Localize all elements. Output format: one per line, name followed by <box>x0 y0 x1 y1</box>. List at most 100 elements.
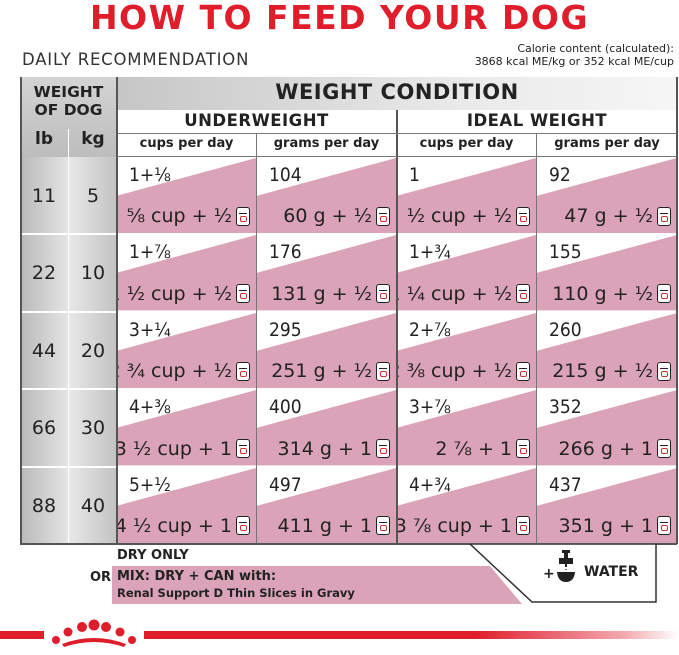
brand-red-bar <box>0 631 679 639</box>
or-label: OR <box>90 570 112 585</box>
cell-background <box>117 235 256 311</box>
mix-amount-text: 2 ⅜ cup + ½ <box>397 360 512 383</box>
mix-amount: 215 g + ½ <box>552 360 671 382</box>
mix-area <box>257 312 396 389</box>
lb-value: 11 <box>31 185 57 207</box>
mix-amount-text: 266 g + 1 <box>558 437 653 460</box>
mix-amount: ½ cup + ½ <box>407 205 530 227</box>
grams-per-day-header-ideal: grams per day <box>554 136 660 151</box>
mix-amount: 3 ½ cup + 1 <box>117 438 250 460</box>
can-icon <box>657 361 671 381</box>
dry-only-amount: 4+¾ <box>409 473 451 496</box>
cell-background <box>537 312 677 389</box>
feeding-cell: 92 47 g + ½ <box>537 158 677 234</box>
row-divider <box>20 465 677 468</box>
feeding-cell: 1+¾ 1 ¼ cup + ½ <box>397 235 536 311</box>
mix-amount-text: 3 ⅞ cup + 1 <box>397 514 512 537</box>
calorie-line-2: 3868 kcal ME/kg or 352 kcal ME/cup <box>474 55 674 68</box>
can-icon <box>376 516 390 536</box>
divider-sub-2 <box>536 134 537 544</box>
can-icon <box>376 284 390 304</box>
dry-only-amount: 497 <box>269 473 302 496</box>
cell-background <box>257 467 396 543</box>
feeding-cell: 176 131 g + ½ <box>257 235 396 311</box>
cell-background <box>397 467 536 543</box>
cell-background <box>257 312 396 389</box>
mix-area <box>397 390 536 466</box>
dry-only-amount: 1+⅞ <box>129 241 171 264</box>
calorie-content: Calorie content (calculated): 3868 kcal … <box>475 42 674 68</box>
feeding-cell: 2+⅞ 2 ⅜ cup + ½ <box>397 312 536 389</box>
mix-area <box>397 235 536 311</box>
can-icon <box>516 206 530 226</box>
cups-per-day-header-ideal: cups per day <box>419 136 514 151</box>
mix-amount: 251 g + ½ <box>271 360 390 382</box>
divider-bottom <box>20 543 677 545</box>
dry-only-amount: 4+⅜ <box>129 396 171 419</box>
page-title: HOW TO FEED YOUR DOG <box>89 0 590 37</box>
cell-background <box>117 390 256 466</box>
mix-area <box>537 390 677 466</box>
mix-amount-text: 47 g + ½ <box>564 205 653 228</box>
can-icon <box>516 516 530 536</box>
mix-amount: 1 ¼ cup + ½ <box>397 283 530 305</box>
dry-only-amount: 400 <box>269 396 302 419</box>
kg-column <box>69 157 117 544</box>
can-icon <box>516 439 530 459</box>
cell-background <box>537 235 677 311</box>
dry-only-amount: 352 <box>549 396 582 419</box>
feeding-cell: 497 411 g + 1 <box>257 467 396 543</box>
mix-area <box>117 467 256 543</box>
feeding-cell: 1 ½ cup + ½ <box>397 158 536 234</box>
cell-background <box>397 312 536 389</box>
mix-amount: 3 ⅞ cup + 1 <box>397 515 530 537</box>
feeding-cell: 295 251 g + ½ <box>257 312 396 389</box>
mix-amount: 4 ½ cup + 1 <box>117 515 250 537</box>
mix-amount-text: 2 ⅞ + 1 <box>435 437 512 460</box>
mix-amount: 1 ½ cup + ½ <box>117 283 250 305</box>
kg-value: 40 <box>80 494 106 517</box>
mix-line-1: MIX: DRY + CAN with: <box>117 569 277 584</box>
dry-only-amount: 5+½ <box>129 473 171 496</box>
mix-line-2: Renal Support D Thin Slices in Gravy <box>117 586 355 600</box>
mix-area <box>537 158 677 234</box>
can-icon <box>376 439 390 459</box>
mix-amount: 47 g + ½ <box>564 205 671 227</box>
mix-area <box>257 235 396 311</box>
can-icon <box>657 439 671 459</box>
feeding-cell: 104 60 g + ½ <box>257 158 396 234</box>
mix-amount-text: 411 g + 1 <box>277 514 372 537</box>
lb-value: 66 <box>31 417 57 440</box>
mix-amount-text: 351 g + 1 <box>558 514 653 537</box>
ideal-weight-header: IDEAL WEIGHT <box>466 111 608 130</box>
can-icon <box>657 206 671 226</box>
can-icon <box>376 206 390 226</box>
mix-area <box>537 312 677 389</box>
row-divider <box>20 388 677 391</box>
weight-condition-label: WEIGHT CONDITION <box>275 80 519 104</box>
mix-amount: 314 g + 1 <box>278 438 390 460</box>
can-icon <box>236 361 250 381</box>
mix-area <box>117 235 256 311</box>
lb-value: 88 <box>31 494 57 517</box>
feeding-cell: 260 215 g + ½ <box>537 312 677 389</box>
water-plus: + <box>543 566 555 582</box>
mix-area <box>117 390 256 466</box>
mix-amount-text: 1 ¼ cup + ½ <box>397 282 512 305</box>
divider-center <box>396 110 398 544</box>
lb-value: 44 <box>31 339 57 362</box>
dry-only-amount: 1 <box>409 164 420 186</box>
lb-column <box>20 157 68 544</box>
kg-value: 30 <box>80 417 106 440</box>
dry-only-amount: 260 <box>549 318 582 341</box>
kg-value: 10 <box>80 262 106 285</box>
feeding-cell: 352 266 g + 1 <box>537 390 677 466</box>
dry-only-amount: 155 <box>549 241 582 264</box>
mix-area <box>257 467 396 543</box>
can-icon <box>516 361 530 381</box>
weight-of-dog-label: WEIGHT OF DOG <box>20 83 117 119</box>
cups-per-day-header-underweight: cups per day <box>139 136 234 151</box>
cell-background <box>257 390 396 466</box>
mix-amount-text: 4 ½ cup + 1 <box>117 514 232 537</box>
dry-only-amount: 295 <box>269 318 302 341</box>
